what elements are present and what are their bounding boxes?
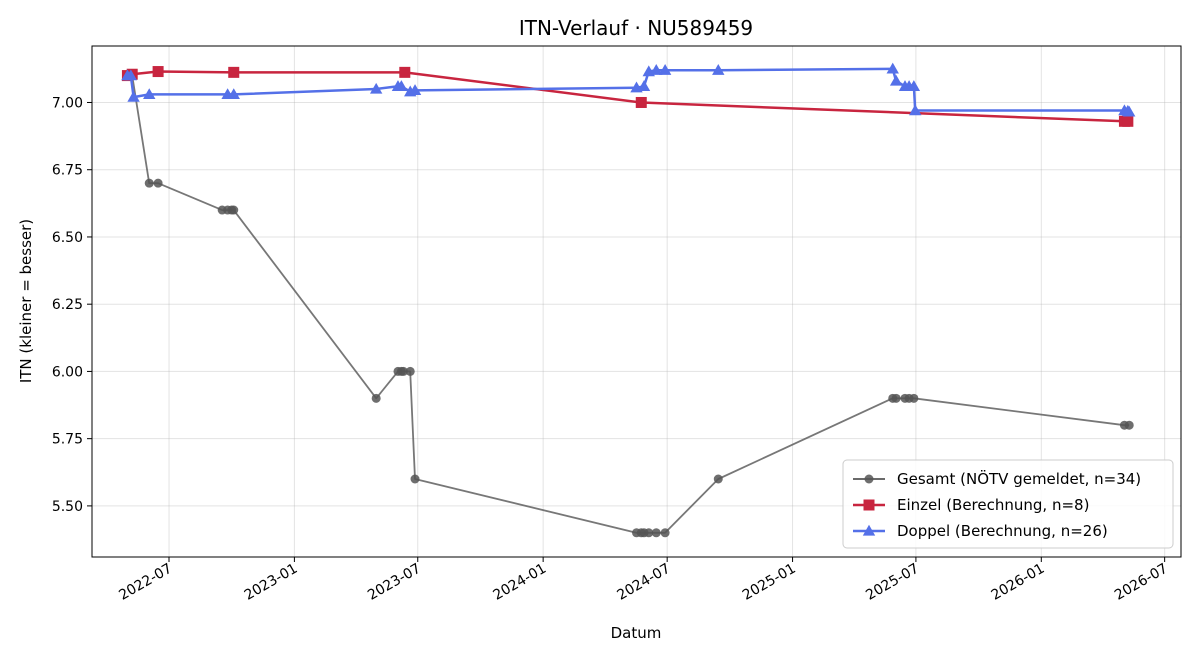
data-point — [644, 528, 654, 538]
y-tick-label: 7.00 — [52, 95, 83, 111]
x-tick-label: 2024-07 — [615, 561, 674, 604]
data-point — [651, 528, 661, 538]
data-point — [1124, 420, 1134, 430]
data-point — [713, 474, 723, 484]
x-tick-label: 2023-01 — [242, 561, 301, 604]
legend-label: Doppel (Berechnung, n=26) — [897, 522, 1108, 540]
series-square — [121, 66, 1134, 127]
data-point — [909, 104, 922, 116]
data-point — [127, 90, 140, 102]
x-tick-label: 2025-01 — [740, 561, 799, 604]
data-point — [144, 178, 154, 188]
data-point — [395, 80, 408, 91]
legend-label: Einzel (Berechnung, n=8) — [897, 496, 1089, 514]
data-point — [398, 366, 408, 376]
data-point — [635, 96, 647, 108]
data-point — [408, 84, 422, 96]
series-line — [127, 70, 1128, 123]
series-circle — [122, 71, 1134, 538]
data-point — [152, 66, 164, 78]
x-tick-label: 2026-07 — [1112, 561, 1171, 604]
plot-frame — [91, 45, 1182, 558]
data-point — [229, 205, 239, 215]
data-point — [399, 66, 411, 78]
series-line — [127, 67, 1130, 113]
data-point — [1123, 105, 1136, 117]
x-axis-label: Datum — [611, 624, 662, 642]
data-point — [143, 88, 156, 100]
data-point — [886, 62, 899, 74]
y-axis-ticks: 5.50 5.75 6.00 6.25 6.50 6.75 7.00 — [52, 95, 92, 515]
x-tick-label: 2023-07 — [365, 561, 424, 604]
x-tick-label: 2025-07 — [863, 561, 922, 604]
y-axis-label: ITN (kleiner = besser) — [17, 219, 35, 383]
chart-title: ITN-Verlauf · NU589459 — [519, 16, 753, 40]
data-point — [227, 88, 240, 100]
data-point — [228, 66, 240, 78]
y-tick-label: 5.50 — [52, 499, 83, 515]
data-point — [1122, 115, 1134, 127]
data-point — [889, 74, 903, 86]
x-tick-label: 2024-01 — [490, 561, 549, 604]
data-point — [637, 80, 651, 91]
legend: Gesamt (NÖTV gemeldet, n=34) Einzel (Bere… — [842, 459, 1174, 549]
y-tick-label: 6.25 — [52, 297, 83, 313]
legend-box — [842, 459, 1174, 549]
data-point — [712, 64, 725, 75]
legend-marker — [864, 474, 874, 484]
data-series — [121, 62, 1136, 538]
y-tick-label: 6.75 — [52, 163, 83, 179]
data-point — [658, 64, 672, 75]
data-point — [410, 474, 420, 484]
data-point — [369, 82, 383, 94]
data-point — [371, 393, 381, 403]
data-point — [650, 64, 663, 75]
data-point — [909, 393, 919, 403]
y-tick-label: 6.50 — [52, 230, 83, 246]
data-point — [153, 178, 163, 188]
data-point — [891, 393, 901, 403]
legend-marker — [862, 524, 876, 536]
data-point — [907, 80, 921, 91]
legend-marker — [863, 499, 875, 511]
data-point — [660, 528, 670, 538]
data-point — [405, 366, 415, 376]
x-tick-label: 2026-01 — [989, 561, 1048, 604]
y-tick-label: 6.00 — [52, 364, 83, 380]
y-tick-label: 5.75 — [52, 432, 83, 448]
x-tick-label: 2022-07 — [116, 561, 175, 604]
series-triangle — [121, 62, 1136, 117]
data-point — [124, 69, 138, 81]
legend-label: Gesamt (NÖTV gemeldet, n=34) — [897, 469, 1141, 488]
x-axis-ticks: 2022-07 2023-01 2023-07 2024-01 2024-07 2025-… — [116, 557, 1171, 604]
